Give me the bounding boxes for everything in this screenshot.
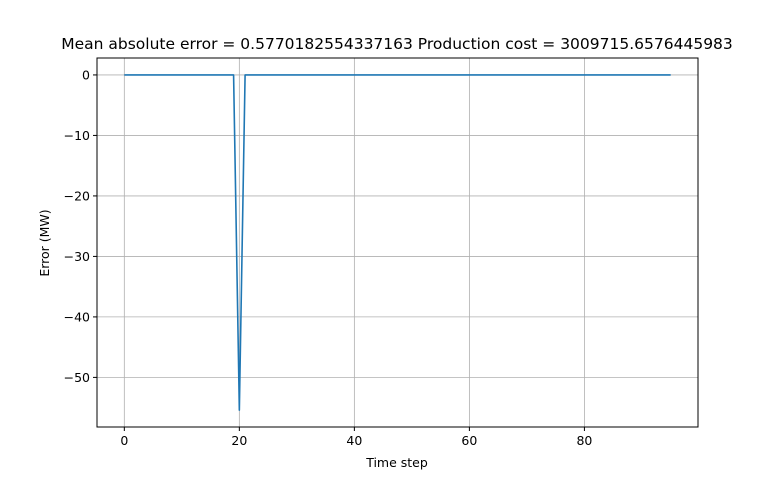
x-tick-label: 80 (576, 433, 592, 448)
x-axis-ticks: 0 20 40 60 80 (120, 427, 592, 448)
grid-lines (97, 58, 698, 427)
y-tick-label: −40 (64, 309, 90, 324)
y-tick-label: −50 (64, 370, 90, 385)
x-tick-label: 0 (120, 433, 128, 448)
plot-frame (96, 57, 699, 428)
y-tick-label: 0 (82, 67, 90, 82)
x-tick-label: 60 (461, 433, 477, 448)
y-tick-label: −10 (64, 128, 90, 143)
y-axis-label: Error (MW) (37, 209, 52, 276)
y-axis-ticks: 0 −10 −20 −30 −40 −50 (64, 67, 97, 385)
x-tick-label: 20 (231, 433, 247, 448)
series-layer (124, 74, 671, 411)
series-line (124, 74, 671, 411)
y-tick-label: −20 (64, 188, 90, 203)
y-tick-label: −30 (64, 249, 90, 264)
x-tick-label: 40 (346, 433, 362, 448)
chart-title: Mean absolute error = 0.5770182554337163… (61, 35, 733, 53)
x-axis-label: Time step (365, 455, 428, 470)
